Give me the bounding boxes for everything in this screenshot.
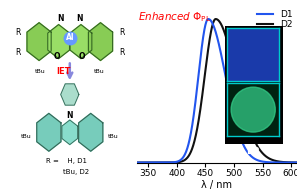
Polygon shape (48, 25, 69, 59)
Text: D2: D2 (246, 147, 260, 156)
X-axis label: λ / nm: λ / nm (201, 180, 232, 189)
Text: R: R (15, 28, 21, 37)
Text: tBu: tBu (108, 134, 119, 139)
Text: Al: Al (66, 33, 74, 42)
Legend: D1, D2: D1, D2 (256, 9, 294, 30)
FancyArrowPatch shape (67, 63, 72, 78)
Polygon shape (79, 113, 103, 151)
Text: $\it{Enhanced}$ $\mathit{\Phi}_{\rm{PL}}$: $\it{Enhanced}$ $\mathit{\Phi}_{\rm{PL}}… (138, 11, 211, 24)
Text: tBu: tBu (21, 134, 32, 139)
Polygon shape (89, 23, 113, 60)
Text: D1: D1 (246, 92, 260, 101)
Polygon shape (37, 113, 61, 151)
Text: N: N (57, 14, 63, 23)
Text: N: N (76, 14, 83, 23)
Polygon shape (70, 25, 92, 59)
Text: R: R (119, 28, 124, 37)
Text: O: O (54, 52, 61, 61)
Text: O: O (79, 52, 86, 61)
Text: R: R (119, 48, 124, 57)
Text: tBu: tBu (94, 69, 105, 74)
Text: H, D1: H, D1 (63, 158, 87, 164)
Polygon shape (27, 23, 51, 60)
Text: tBu, D2: tBu, D2 (63, 169, 89, 175)
Text: IET: IET (56, 67, 71, 76)
Text: tBu: tBu (35, 69, 46, 74)
Polygon shape (62, 120, 78, 145)
Text: N: N (67, 111, 73, 120)
Polygon shape (61, 84, 79, 105)
Ellipse shape (231, 87, 275, 132)
Text: R: R (15, 48, 21, 57)
Text: R =: R = (46, 158, 59, 164)
